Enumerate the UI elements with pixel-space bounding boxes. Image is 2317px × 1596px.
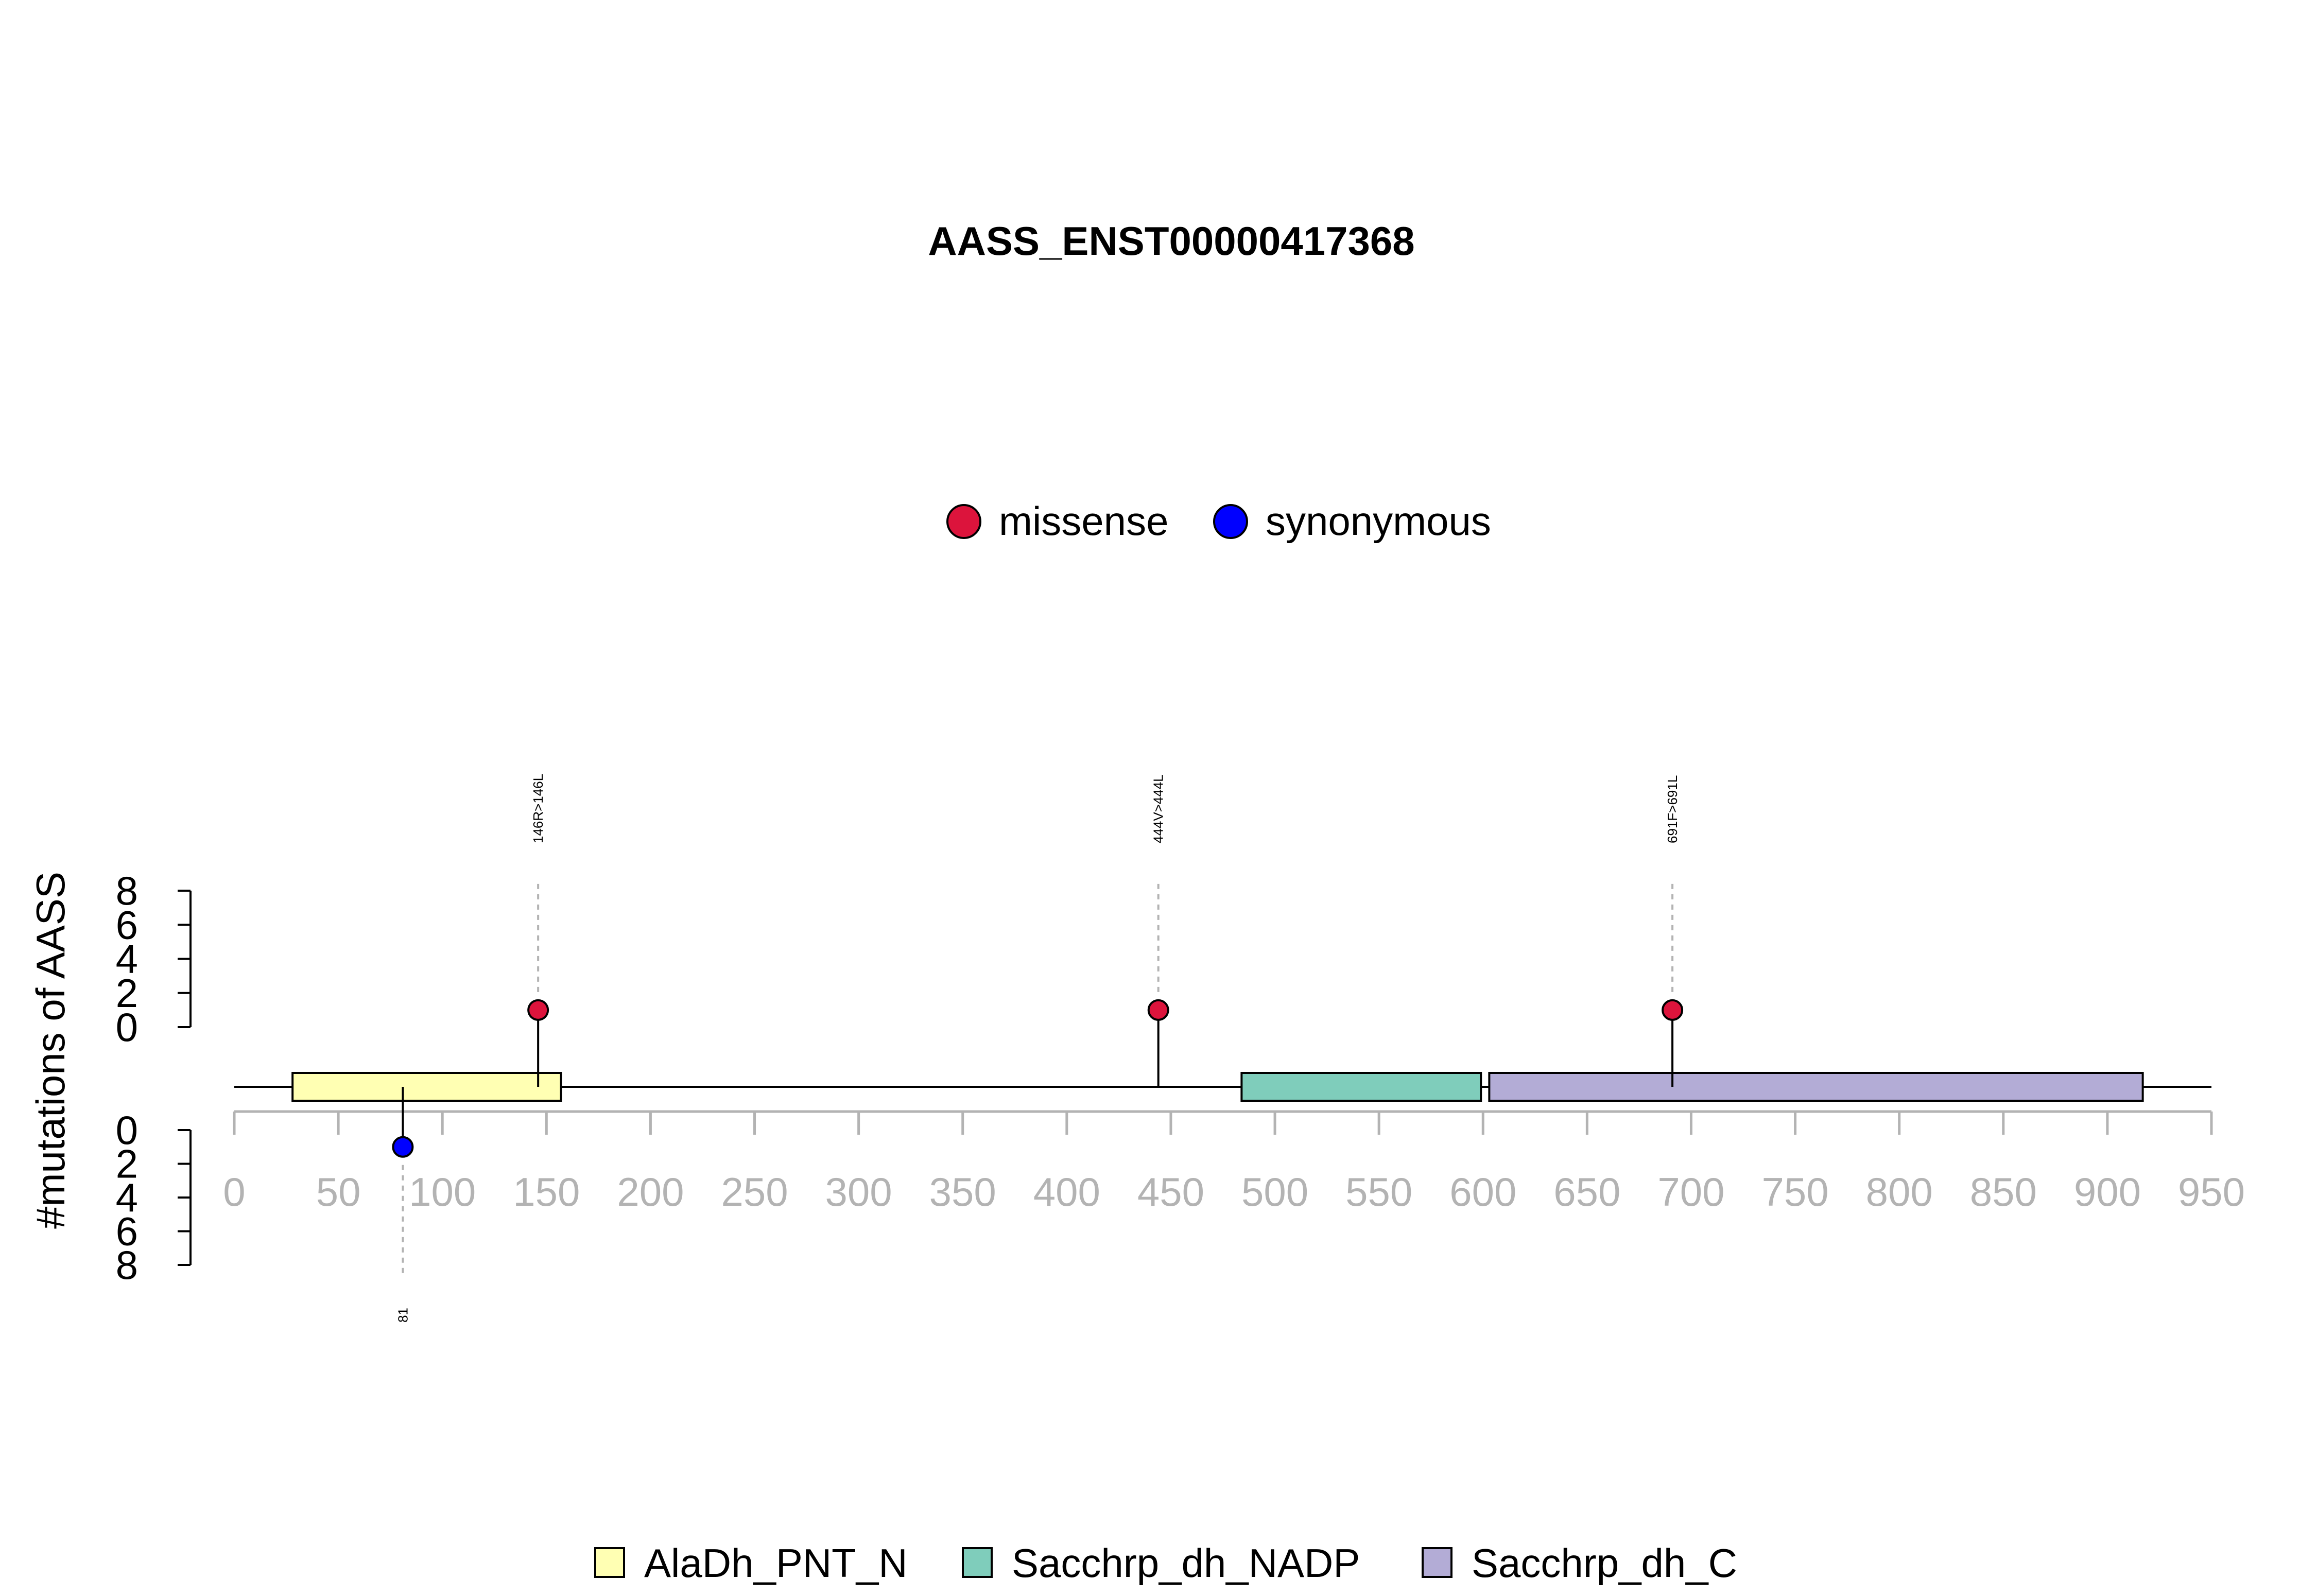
domain-legend-swatch-AlaDh_PNT_N [594,1547,625,1578]
domain-legend-swatch-Sacchrp_dh_NADP [962,1547,993,1578]
x-axis-tick-label: 100 [409,1169,476,1215]
y-axis-bottom-tick-label: 6 [116,1209,138,1254]
y-axis-top-tick-label: 2 [116,970,138,1016]
y-axis-bottom-tick-label: 0 [116,1107,138,1153]
x-axis-tick-label: 800 [1866,1169,1933,1215]
mutation-legend: missense synonymous [946,498,1491,544]
x-axis-tick-label: 600 [1449,1169,1516,1215]
lollipop-head-missense [527,999,549,1021]
x-axis-tick-label: 400 [1033,1169,1100,1215]
legend-label-missense: missense [999,498,1168,544]
domain-legend-label-Sacchrp_dh_C: Sacchrp_dh_C [1472,1540,1737,1586]
x-axis-tick-label: 50 [316,1169,361,1215]
y-axis-top-tick-label: 0 [116,1004,138,1050]
x-axis: 0 50 100 150 200 250 300 350 400 450 500 550 600 650 7… [223,1110,2245,1215]
x-axis-tick-label: 700 [1657,1169,1724,1215]
lollipop-head-synonymous [392,1136,414,1158]
legend-marker-missense [946,504,981,539]
y-axis-bottom-tick-label: 2 [116,1141,138,1187]
x-axis-tick-label: 650 [1553,1169,1620,1215]
x-axis-tick-label: 450 [1137,1169,1204,1215]
domain-legend: AlaDh_PNT_N Sacchrp_dh_NADP Sacchrp_dh_C [594,1540,1737,1586]
chart-title: AASS_ENST00000417368 [928,218,1414,264]
y-axis-top-tick-label: 8 [116,868,138,913]
y-axis-label: #mutations of AASS [28,872,73,1229]
x-axis-tick-label: 150 [513,1169,580,1215]
y-axis-top-tick-label: 4 [116,936,138,982]
x-axis-tick-label: 0 [223,1169,245,1215]
domain-track [291,1072,2144,1102]
x-axis-tick-label: 350 [929,1169,996,1215]
x-axis-tick-label: 300 [825,1169,892,1215]
y-axis-bottom-tick-label: 8 [116,1242,138,1288]
y-axis-top-tick-label: 6 [116,902,138,947]
legend-label-synonymous: synonymous [1266,498,1491,544]
x-axis-tick-label: 950 [2178,1169,2245,1215]
domain-Sacchrp_dh_C [1488,1072,2144,1102]
domain-AlaDh_PNT_N [291,1072,562,1102]
domain-Sacchrp_dh_NADP [1240,1072,1482,1102]
x-axis-tick-label: 500 [1241,1169,1308,1215]
x-axis-tick-label: 900 [2074,1169,2141,1215]
x-axis-tick-label: 750 [1762,1169,1829,1215]
x-axis-tick-label: 850 [1970,1169,2037,1215]
lollipop-head-missense [1662,999,1684,1021]
x-axis-tick-label: 250 [721,1169,788,1215]
x-axis-tick-label: 550 [1345,1169,1412,1215]
y-axis-bottom-tick-label: 4 [116,1175,138,1220]
legend-marker-synonymous [1213,504,1248,539]
domain-legend-swatch-Sacchrp_dh_C [1422,1547,1453,1578]
x-axis-tick-label: 200 [617,1169,684,1215]
mutation-label: 146R>146L [530,774,546,843]
mutation-label: 81 [395,1308,410,1323]
mutation-label: 444V>444L [1151,774,1166,843]
domain-legend-label-AlaDh_PNT_N: AlaDh_PNT_N [644,1540,908,1586]
lollipop-head-missense [1147,999,1169,1021]
mutation-lollipops: 146R>146L 444V>444L 691F>691L 81 [392,774,1684,1323]
domain-legend-label-Sacchrp_dh_NADP: Sacchrp_dh_NADP [1012,1540,1360,1586]
mutation-label: 691F>691L [1665,775,1680,843]
